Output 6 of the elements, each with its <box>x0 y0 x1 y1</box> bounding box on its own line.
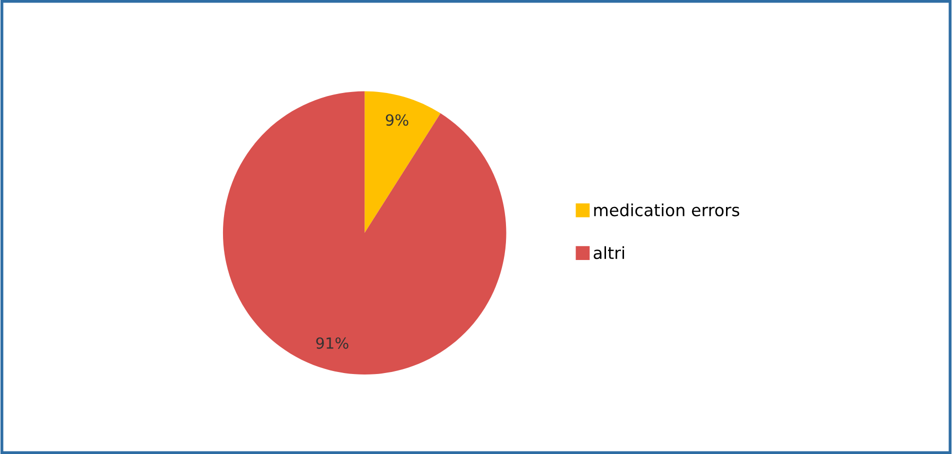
legend-label: medication errors <box>594 203 740 216</box>
pie-slice <box>222 91 506 375</box>
data-label: 91% <box>316 337 348 349</box>
legend-label: altri <box>594 246 624 260</box>
pie-slice <box>364 91 441 233</box>
data-label: 9% <box>386 114 408 126</box>
